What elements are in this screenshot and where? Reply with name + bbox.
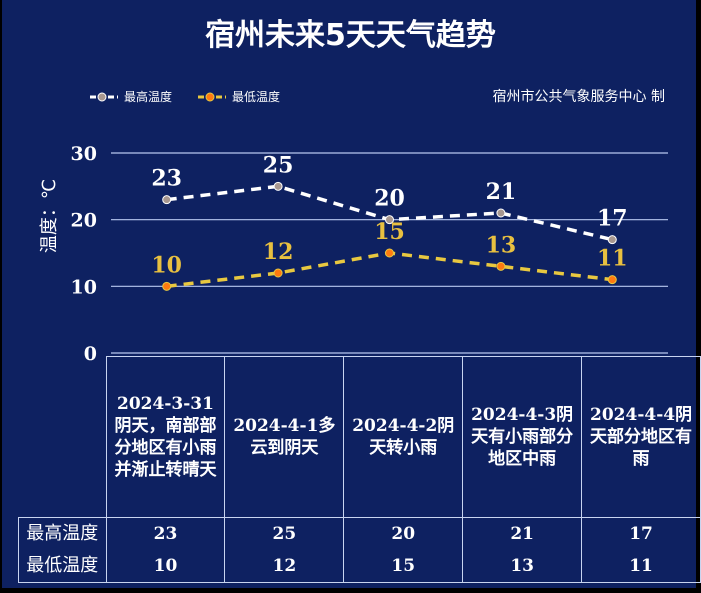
y-tick-label: 30 xyxy=(71,143,97,165)
high-value: 20 xyxy=(343,517,464,550)
legend: 最高温度 最低温度 xyxy=(88,88,280,105)
category-cell: 2024-3-31阴天，南部部分地区有小雨并渐止转晴天 xyxy=(105,356,226,518)
data-point xyxy=(607,275,617,285)
data-table: 2024-3-31阴天，南部部分地区有小雨并渐止转晴天 2024-4-1多云到阴… xyxy=(18,356,701,583)
data-point xyxy=(273,181,283,191)
low-value: 13 xyxy=(462,550,583,583)
low-value: 15 xyxy=(343,550,464,583)
credit-text: 宿州市公共气象服务中心 制 xyxy=(492,89,665,105)
category-cell: 2024-4-2阴天转小雨 xyxy=(343,356,464,518)
data-point xyxy=(385,248,394,258)
data-label: 10 xyxy=(151,252,182,278)
data-label: 23 xyxy=(151,166,182,192)
category-cell: 2024-4-3阴天有小雨部分地区中雨 xyxy=(462,356,583,518)
data-point xyxy=(385,215,394,225)
table-row-low: 最低温度 10 12 15 13 11 xyxy=(18,550,701,583)
data-label: 12 xyxy=(263,239,294,265)
legend-low-label: 最低温度 xyxy=(232,90,281,104)
high-value: 25 xyxy=(224,517,345,550)
data-label: 11 xyxy=(597,246,628,272)
y-tick-label: 10 xyxy=(71,276,97,298)
data-label: 13 xyxy=(486,232,517,258)
data-label: 25 xyxy=(263,152,294,178)
legend-high-label: 最高温度 xyxy=(124,90,173,104)
data-point xyxy=(496,208,506,218)
legend-low-swatch xyxy=(198,92,227,101)
data-label: 15 xyxy=(374,219,405,245)
category-cell: 2024-4-1多云到阴天 xyxy=(224,356,345,518)
high-value: 23 xyxy=(105,517,226,550)
legend-item-high: 最高温度 xyxy=(88,88,172,105)
data-label: 17 xyxy=(597,206,628,232)
table-row-high: 最高温度 23 25 20 21 17 xyxy=(18,517,701,550)
table-corner xyxy=(18,356,107,518)
series-line xyxy=(166,251,613,289)
category-cell: 2024-4-4阴天部分地区有雨 xyxy=(581,356,701,518)
low-value: 11 xyxy=(581,550,701,583)
legend-high-swatch xyxy=(90,92,118,101)
data-point xyxy=(162,195,172,205)
y-tick-label: 20 xyxy=(71,210,97,232)
legend-item-low: 最低温度 xyxy=(196,88,280,105)
low-value: 10 xyxy=(105,550,226,583)
data-point xyxy=(162,281,172,291)
row-header-high: 最高温度 xyxy=(18,517,107,550)
data-label: 21 xyxy=(486,179,517,205)
chart-title: 宿州未来5天天气趋势 xyxy=(205,18,496,53)
row-header-low: 最低温度 xyxy=(18,550,107,583)
data-label: 20 xyxy=(374,186,405,212)
data-point xyxy=(273,268,283,278)
data-point xyxy=(496,261,506,271)
high-value: 17 xyxy=(581,517,701,550)
data-point xyxy=(607,235,617,245)
high-value: 21 xyxy=(462,517,583,550)
low-value: 12 xyxy=(224,550,345,583)
